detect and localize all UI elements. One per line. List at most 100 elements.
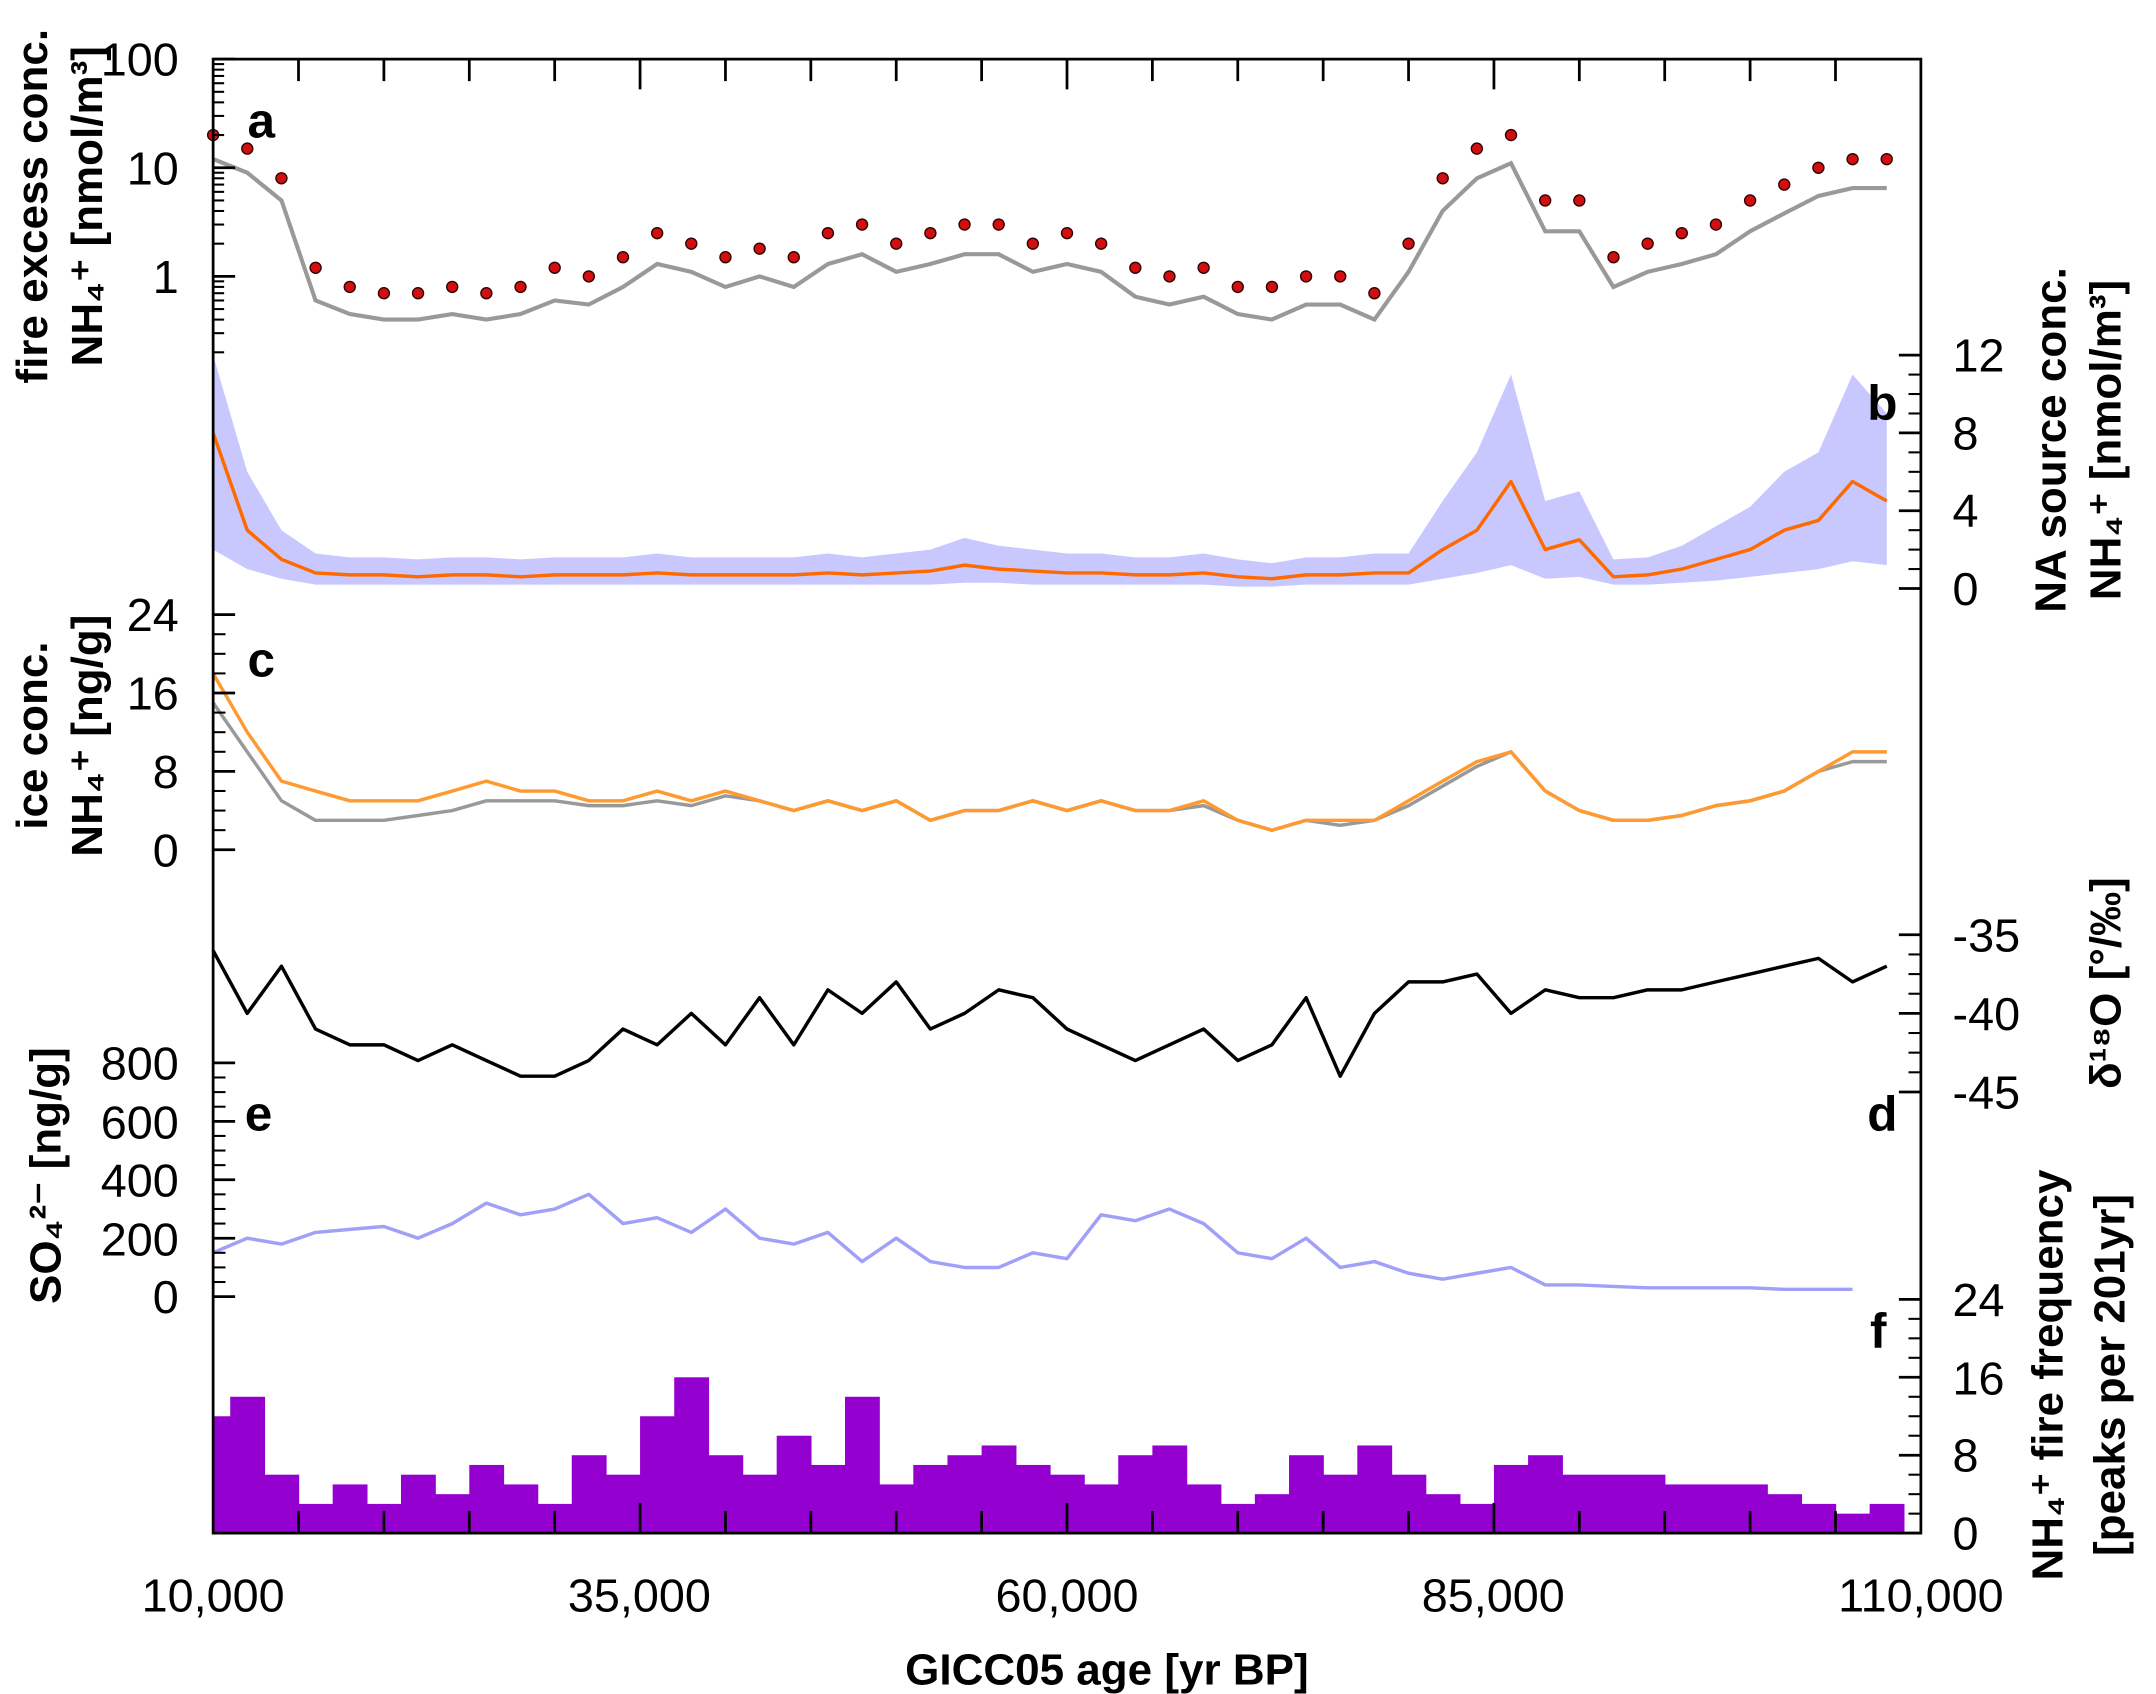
a-data-point [1880, 152, 1893, 166]
a-data-point [582, 270, 596, 283]
f-tick-label: 16 [1953, 1352, 2005, 1404]
a-data-point [1538, 194, 1552, 207]
c-ylabel-line1: ice conc. [8, 641, 57, 829]
e-ylabel: SO₄²⁻ [ng/g] [21, 1047, 70, 1304]
a-data-point [480, 287, 493, 300]
f-bar [981, 1445, 1017, 1534]
b-tick-label: 8 [1953, 408, 1979, 460]
e-series-line-0 [212, 1192, 1853, 1292]
a-tick-label: 100 [101, 34, 179, 86]
a-tick-label: 1 [153, 251, 179, 303]
a-data-point [411, 287, 425, 300]
d-tick-label: -35 [1953, 910, 2021, 962]
c-ylabel-line2: NH₄⁺ [ng/g] [63, 615, 112, 857]
panel-label-d: d [1867, 1086, 1897, 1141]
f-bar [1118, 1455, 1154, 1534]
f-bar [1152, 1445, 1188, 1534]
f-bar [776, 1435, 812, 1534]
f-bar [1459, 1503, 1495, 1534]
f-bar [213, 1416, 231, 1534]
a-data-point [1026, 237, 1040, 250]
f-tick-label: 24 [1953, 1274, 2005, 1326]
a-gray-line [212, 157, 1887, 323]
f-bar [332, 1484, 368, 1534]
f-bar [1254, 1494, 1290, 1534]
x-tick-label: 110,000 [1838, 1570, 2004, 1622]
e-tick-label: 600 [101, 1097, 179, 1149]
a-data-point [1265, 280, 1279, 294]
a-tick-label: 10 [127, 142, 179, 194]
a-data-point [1197, 261, 1210, 274]
a-data-point [1641, 237, 1654, 250]
a-data-point [1812, 161, 1825, 174]
d-tick-label: -45 [1953, 1066, 2021, 1118]
f-bar [913, 1464, 949, 1534]
e-tick-label: 0 [153, 1271, 179, 1323]
x-tick-label: 60,000 [996, 1570, 1139, 1622]
a-data-point [1299, 270, 1313, 283]
f-bar [1357, 1445, 1393, 1534]
f-bar [810, 1464, 846, 1534]
a-data-point [275, 172, 288, 185]
f-bar [1869, 1503, 1905, 1534]
a-data-point [1846, 152, 1859, 166]
e-tick-label: 800 [101, 1037, 179, 1089]
a-ylabel-line2: NH₄⁺ [nmol/m³] [63, 46, 112, 366]
b-ylabel-line1: NA source conc. [2026, 267, 2075, 613]
a-data-point [1436, 172, 1449, 185]
b-tick-label: 12 [1953, 329, 2005, 381]
a-data-point [753, 242, 766, 255]
a-data-point [1709, 218, 1723, 231]
f-bar [1596, 1474, 1632, 1534]
a-data-point [650, 226, 664, 240]
x-axis-label: GICC05 age [yr BP] [905, 1645, 1308, 1694]
b-tick-label: 4 [1953, 485, 1979, 537]
f-bar [844, 1396, 880, 1534]
a-data-point [1743, 194, 1757, 207]
x-tick-label: 35,000 [568, 1570, 711, 1622]
a-data-point [514, 280, 527, 294]
a-data-point [1368, 287, 1381, 300]
f-bar [1323, 1474, 1359, 1534]
c-series-line-0 [211, 701, 1887, 832]
a-data-point [1129, 261, 1142, 274]
x-tick-label: 10,000 [142, 1570, 285, 1622]
panel-label-e: e [245, 1086, 273, 1141]
f-bar [947, 1455, 983, 1534]
a-data-point [548, 261, 561, 274]
f-bar [230, 1396, 266, 1534]
a-data-point [890, 237, 903, 250]
f-bar [1289, 1455, 1324, 1534]
a-data-point [1504, 128, 1518, 142]
a-data-point [377, 287, 391, 300]
a-ylabel-line1: fire excess conc. [8, 29, 57, 384]
c-tick-label: 16 [127, 668, 179, 720]
f-bar [1767, 1494, 1803, 1534]
a-data-point [1163, 270, 1176, 283]
d-ylabel: δ¹⁸O [°/‰] [2081, 877, 2130, 1089]
x-tick-label: 85,000 [1422, 1570, 1565, 1622]
f-bar [1084, 1484, 1119, 1534]
b-ylabel-line2: NH₄⁺ [nmol/m³] [2081, 280, 2130, 600]
f-bar [1801, 1503, 1837, 1534]
a-data-point [1573, 194, 1586, 207]
a-data-point [787, 251, 800, 264]
f-bar [1493, 1464, 1529, 1534]
a-data-point [343, 280, 356, 294]
a-data-point [1402, 237, 1415, 250]
b-series-line-0 [211, 432, 1888, 581]
a-data-point [616, 251, 630, 264]
a-data-point [1470, 142, 1484, 155]
f-bar [469, 1464, 505, 1534]
f-bar [298, 1503, 334, 1534]
b-uncertainty-band [213, 355, 1887, 587]
c-tick-label: 8 [153, 746, 179, 798]
f-bar [435, 1494, 470, 1534]
b-tick-label: 0 [1953, 563, 1979, 615]
a-data-point [1094, 237, 1108, 250]
f-bar [742, 1474, 778, 1534]
a-data-point [958, 218, 971, 231]
a-data-point [821, 226, 835, 240]
a-data-point [241, 142, 254, 155]
